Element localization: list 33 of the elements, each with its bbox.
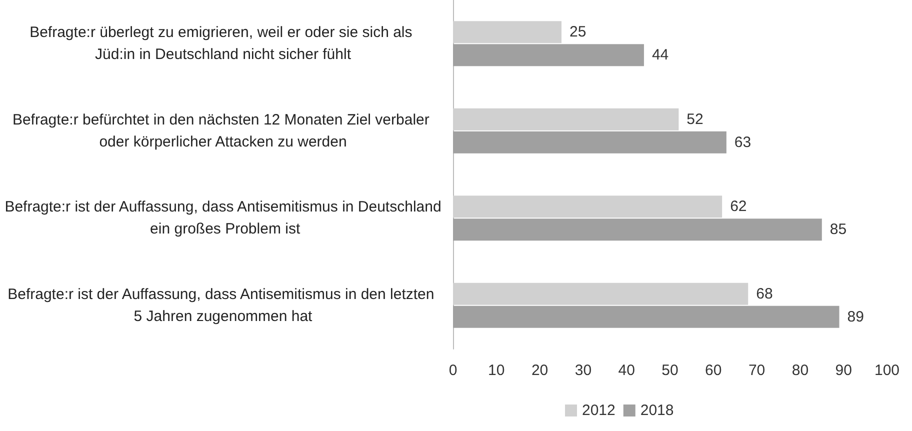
x-tick-label: 60 [705, 362, 722, 379]
x-tick-label: 40 [618, 362, 635, 379]
bar [453, 44, 644, 66]
bar [453, 282, 748, 305]
x-tick-label: 70 [748, 362, 766, 379]
x-tick-label: 30 [574, 362, 592, 379]
data-label: 63 [734, 134, 752, 151]
x-tick-label: 0 [448, 362, 458, 379]
data-label: 62 [730, 198, 747, 216]
x-tick-label: 90 [835, 362, 852, 379]
y-tick-label: Befragte:r überlegt zu emigrieren, weil er oder sie sich als Jüd:in in Deutschland nicht sicher fühlt [30, 24, 416, 64]
x-tick-label: 100 [874, 362, 900, 379]
data-label: 85 [830, 221, 847, 238]
legend-label: 2018 [640, 402, 674, 419]
data-label: 89 [847, 308, 864, 326]
data-label: 68 [756, 285, 773, 302]
x-tick-label: 50 [662, 362, 678, 379]
bar [453, 218, 822, 241]
bar [453, 108, 679, 130]
bar [453, 306, 840, 328]
x-tick-label: 80 [792, 362, 809, 379]
bar [453, 21, 562, 44]
data-label: 25 [570, 24, 586, 41]
x-tick-label: 20 [531, 362, 548, 379]
y-tick-label: Befragte:r ist der Auffassung, dass Antisemitismus in den letzten 5 Jahren zugenommen hat [8, 286, 438, 325]
data-label: 44 [652, 46, 669, 64]
data-label: 52 [686, 110, 704, 128]
bar [453, 131, 726, 154]
bar [453, 196, 722, 218]
y-tick-label: Befragte:r befürchtet in den nächsten 12 Monaten Ziel verbaler oder körperlicher Attacken zu werden [12, 111, 434, 150]
legend-label: 2012 [582, 402, 616, 419]
y-tick-label: Befragte:r ist der Auffassung, dass Antisemitismus in Deutschland ein großes Problem ist [4, 198, 442, 238]
x-tick-label: 10 [488, 362, 505, 379]
